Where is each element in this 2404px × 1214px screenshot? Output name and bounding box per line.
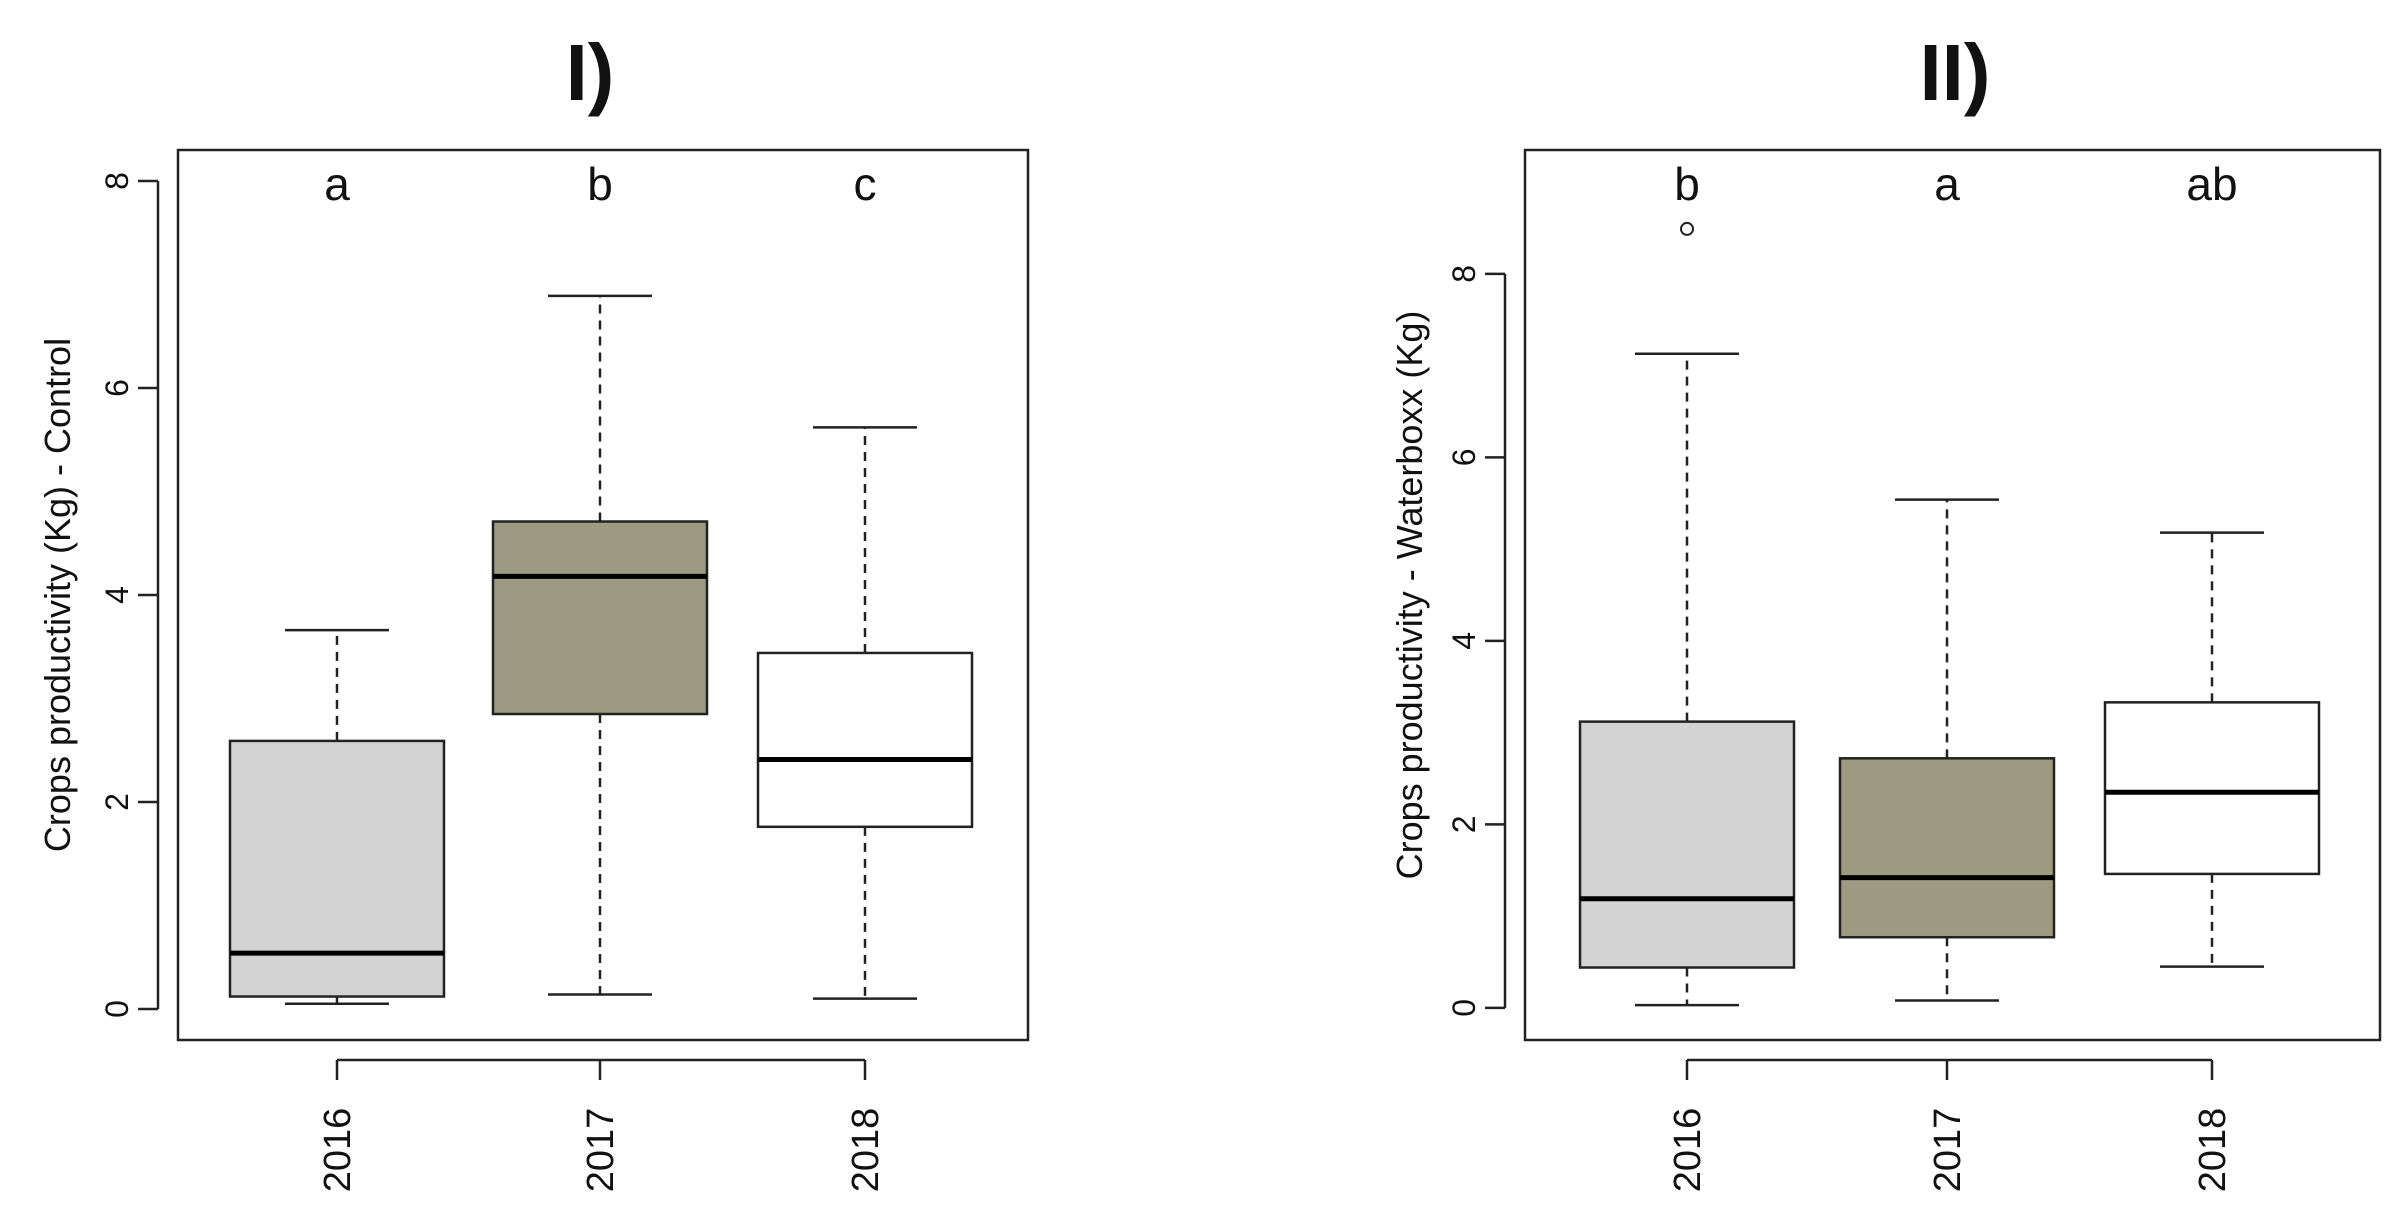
y-axis-label: Crops productivity - Waterboxx (Kg) (1389, 311, 1430, 880)
box-2017 (1838, 757, 2056, 939)
y-tick-label: 8 (1446, 265, 1482, 283)
box-2016 (228, 739, 446, 998)
y-tick-label: 0 (99, 1000, 135, 1018)
y-tick-label: 4 (1446, 632, 1482, 650)
panel-title: II) (1919, 28, 1990, 117)
significance-letter: b (587, 158, 613, 210)
significance-letter: ab (2186, 158, 2237, 210)
panel-title: I) (566, 28, 615, 117)
y-tick-label: 6 (1446, 448, 1482, 466)
outlier-point (1680, 221, 1694, 236)
x-tick-label: 2016 (317, 1108, 359, 1193)
significance-letter: b (1674, 158, 1700, 210)
y-tick-label: 0 (1446, 999, 1482, 1017)
significance-letter: a (1934, 158, 1960, 210)
panel-marks: 0 2 4 6 8 2016 2017 2018 a b c (99, 158, 974, 1193)
y-tick-label: 4 (99, 586, 135, 604)
significance-letter: c (854, 158, 877, 210)
y-tick-label: 6 (99, 379, 135, 397)
box-2017 (491, 520, 709, 716)
y-tick-label: 2 (99, 793, 135, 811)
x-tick-label: 2017 (1927, 1108, 1969, 1193)
x-tick-label: 2017 (580, 1108, 622, 1193)
box-2016 (1578, 720, 1796, 969)
significance-letter: a (324, 158, 350, 210)
panel-control: I) Crops productivity (Kg) - Control 0 2 4… (37, 28, 1030, 1193)
box-2018 (756, 651, 974, 829)
plot-frame (1523, 148, 2382, 1042)
box-2018 (2103, 701, 2321, 876)
panel-marks: 0 2 4 6 8 2016 2017 2018 b a ab (1446, 158, 2321, 1193)
x-tick-label: 2016 (1667, 1108, 1709, 1193)
panel-waterboxx: II) Crops productivity - Waterboxx (Kg) … (1389, 28, 2382, 1193)
x-tick-label: 2018 (845, 1108, 887, 1193)
plot-frame (176, 148, 1030, 1042)
y-tick-label: 8 (99, 172, 135, 190)
y-tick-label: 2 (1446, 815, 1482, 833)
y-axis-label: Crops productivity (Kg) - Control (37, 338, 78, 852)
x-tick-label: 2018 (2192, 1108, 2234, 1193)
